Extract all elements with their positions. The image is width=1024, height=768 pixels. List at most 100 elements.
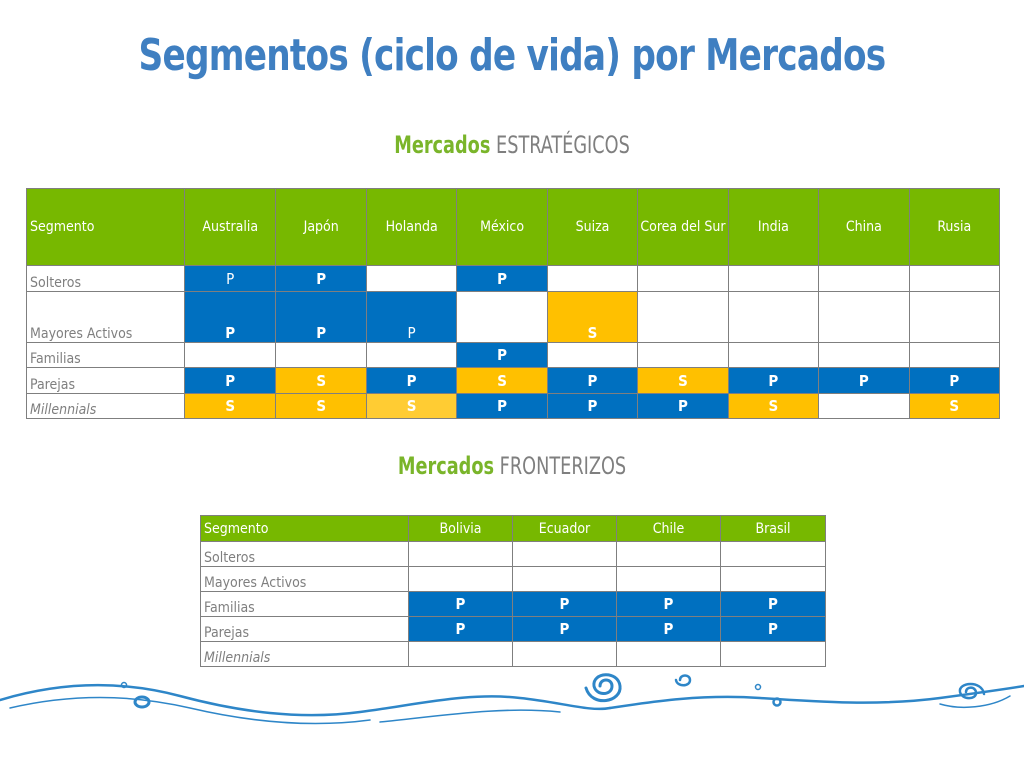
table-cell xyxy=(616,566,721,592)
header-brasil: Brasil xyxy=(720,515,826,542)
table-cell: P xyxy=(818,367,910,394)
table-cell: S xyxy=(183,393,277,419)
table-cell: P xyxy=(365,367,458,394)
table-cell xyxy=(727,291,820,343)
header-segment: Segmento xyxy=(26,188,185,266)
table-cell: P xyxy=(408,616,513,642)
header-ecuador: Ecuador xyxy=(512,515,617,542)
table-cell: S xyxy=(546,291,639,343)
row-label: Millennials xyxy=(200,641,409,667)
row-label: Millennials xyxy=(26,393,185,419)
table-cell: P xyxy=(275,265,367,292)
table-cell: P xyxy=(720,616,826,642)
table-cell xyxy=(546,265,639,292)
header-china: China xyxy=(818,188,910,266)
table-cell: P xyxy=(456,265,548,292)
table-cell xyxy=(616,641,721,667)
table-cell: S xyxy=(908,393,1001,419)
table-cell xyxy=(637,342,729,368)
page-title: Segmentos (ciclo de vida) por Mercados xyxy=(138,30,887,81)
table-row: Mayores Activos xyxy=(200,566,826,592)
table-cell xyxy=(546,342,639,368)
table-cell: P xyxy=(512,591,617,617)
table-cell xyxy=(818,291,910,343)
table-cell xyxy=(908,265,1001,292)
table-cell xyxy=(456,291,548,343)
table-cell xyxy=(727,265,820,292)
table-cell xyxy=(616,541,721,567)
table-cell: P xyxy=(183,367,277,394)
table-cell: P xyxy=(183,291,277,343)
header-holanda: Holanda xyxy=(365,188,458,266)
header-japón: Japón xyxy=(275,188,367,266)
table-cell: S xyxy=(365,393,458,419)
header-chile: Chile xyxy=(616,515,721,542)
row-label: Parejas xyxy=(200,616,409,642)
header-india: India xyxy=(727,188,820,266)
table-cell xyxy=(365,342,458,368)
table-cell: P xyxy=(408,591,513,617)
table-cell xyxy=(908,291,1001,343)
strategic-heading-rest: ESTRATÉGICOS xyxy=(496,131,630,159)
table-cell xyxy=(512,541,617,567)
table-cell: P xyxy=(616,591,721,617)
header-corea-del-sur: Corea del Sur xyxy=(637,188,729,266)
header-segment: Segmento xyxy=(200,515,409,542)
table-cell xyxy=(720,541,826,567)
table-cell: P xyxy=(546,367,639,394)
table-cell xyxy=(512,566,617,592)
strategic-markets-table: Segmento Australia Japón Holanda México Suiza… xyxy=(26,188,1001,419)
table-row: Millennials S S S P P P S S xyxy=(26,393,1001,419)
row-label: Solteros xyxy=(26,265,185,292)
strategic-heading: Mercados ESTRATÉGICOS xyxy=(92,131,932,159)
border-heading: Mercados FRONTERIZOS xyxy=(92,452,932,480)
row-label: Familias xyxy=(26,342,185,368)
header-suiza: Suiza xyxy=(546,188,639,266)
table-cell xyxy=(637,291,729,343)
table-row: Parejas P P P P xyxy=(200,616,826,642)
table-cell xyxy=(512,641,617,667)
header-bolivia: Bolivia xyxy=(408,515,513,542)
table-cell: S xyxy=(637,367,729,394)
table-cell: S xyxy=(727,393,820,419)
table-cell xyxy=(908,342,1001,368)
table-cell: P xyxy=(183,265,277,292)
row-label: Mayores Activos xyxy=(26,291,185,343)
table-cell: P xyxy=(456,393,548,419)
row-label: Familias xyxy=(200,591,409,617)
table-row: Solteros xyxy=(200,541,826,567)
table-cell: P xyxy=(275,291,367,343)
table-cell: P xyxy=(512,616,617,642)
table-cell xyxy=(818,342,910,368)
header-méxico: México xyxy=(456,188,548,266)
table-cell: P xyxy=(616,616,721,642)
table-cell xyxy=(275,342,367,368)
table-cell: S xyxy=(456,367,548,394)
table-cell: S xyxy=(275,393,367,419)
header-australia: Australia xyxy=(183,188,277,266)
table-cell xyxy=(408,541,513,567)
table-cell xyxy=(727,342,820,368)
table-cell: P xyxy=(727,367,820,394)
table-cell xyxy=(365,265,458,292)
row-label: Mayores Activos xyxy=(200,566,409,592)
table-cell xyxy=(408,566,513,592)
row-label: Parejas xyxy=(26,367,185,394)
table-cell: P xyxy=(720,591,826,617)
table-cell xyxy=(818,393,910,419)
table-cell: P xyxy=(546,393,639,419)
table-row: Millennials xyxy=(200,641,826,667)
strategic-heading-bold: Mercados xyxy=(394,131,491,159)
wave-decoration-icon xyxy=(0,673,1024,725)
table-cell: P xyxy=(365,291,458,343)
border-header-row: Segmento Bolivia Ecuador Chile Brasil xyxy=(200,515,826,542)
table-cell: P xyxy=(456,342,548,368)
header-rusia: Rusia xyxy=(908,188,1001,266)
table-row: Familias P xyxy=(26,342,1001,368)
table-row: Familias P P P P xyxy=(200,591,826,617)
table-cell xyxy=(720,566,826,592)
table-cell xyxy=(720,641,826,667)
border-markets-table: Segmento Bolivia Ecuador Chile Brasil Soltero… xyxy=(200,515,826,667)
strategic-header-row: Segmento Australia Japón Holanda México Suiza… xyxy=(26,188,1001,266)
table-cell xyxy=(408,641,513,667)
